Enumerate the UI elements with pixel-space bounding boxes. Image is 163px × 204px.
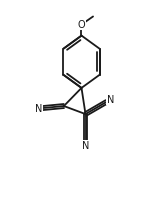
Text: O: O <box>78 20 85 30</box>
Text: N: N <box>82 141 89 151</box>
Text: N: N <box>35 104 42 114</box>
Text: N: N <box>107 95 114 105</box>
